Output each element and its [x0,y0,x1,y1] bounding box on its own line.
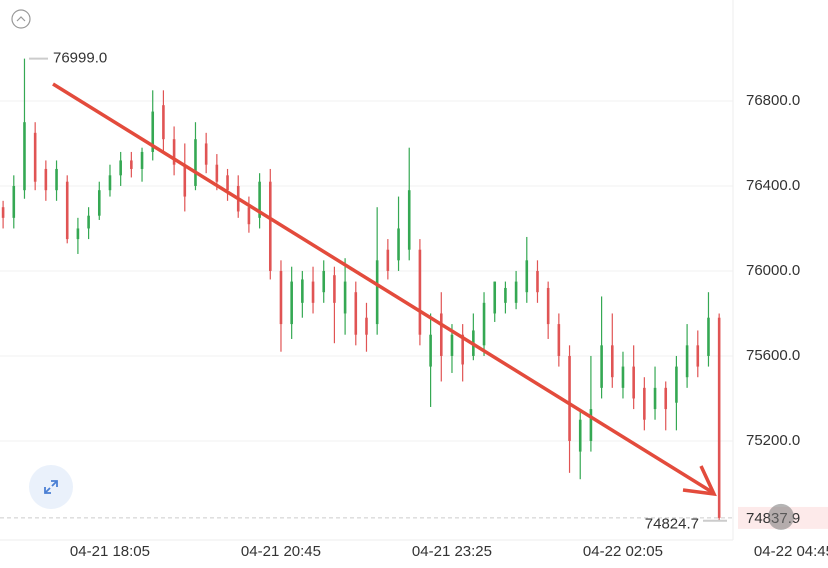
candle-body [493,281,497,314]
candle-body [76,228,80,240]
y-tick-label: 76800.0 [746,92,800,109]
candle-body [429,334,432,367]
x-tick-label: 04-21 23:25 [412,543,492,560]
candle-body [568,355,571,441]
candle-body [140,151,144,169]
candle-body [536,270,539,293]
candle-body [322,270,326,293]
candle-body [33,132,37,182]
candle-body [525,260,529,293]
candle-body [12,185,16,218]
candle-body [301,279,304,303]
x-tick-label: 04-22 04:45 [754,543,828,560]
candle-body [343,281,347,314]
y-tick-label: 75200.0 [746,432,800,449]
candle-body [589,409,593,441]
candle-body [333,275,336,303]
candle-body [685,345,689,378]
candle-body [247,207,251,225]
y-tick-label: 76400.0 [746,177,800,194]
candle-body [354,292,358,335]
candle-body [172,139,176,165]
candle-body [204,143,208,165]
candle-body [482,302,486,346]
scroll-button [768,503,794,530]
candle-body [215,164,219,182]
candle-body [162,105,165,140]
candle-body [183,164,187,197]
candle-body [97,190,101,216]
candle-body [119,160,122,176]
candle-body [578,419,582,452]
candle-body [290,281,293,325]
candle-body [130,160,133,169]
candle-body [450,334,454,356]
candle-body [643,387,646,420]
y-tick-label: 76000.0 [746,262,800,279]
candle-body [375,260,379,325]
candle-body [504,287,507,303]
plot: 75200.0 75600.0 76000.0 76400.0 76800.0 04-21… [0,50,828,560]
candle-body [386,249,390,271]
candle-body [546,287,550,325]
candle-body [1,207,5,218]
candle-body [65,181,69,240]
x-tick-label: 04-21 18:05 [70,543,150,560]
candle-body [151,111,155,152]
candle-body [407,190,411,250]
candle-body [226,175,229,191]
high-marker-label: 76999.0 [53,50,107,67]
candle-body [44,168,48,191]
candle-body [717,317,721,518]
candle-body [610,345,614,378]
candle-body [557,324,561,356]
expand-button[interactable] [29,465,73,509]
candle-body [87,215,90,229]
candle-body [311,281,315,303]
candle-body [279,270,283,325]
candle-body [418,249,422,335]
collapse-button[interactable] [11,9,31,29]
candle-body [653,387,657,410]
candle-body [461,334,464,365]
candle-body [194,139,197,186]
candle-body [439,313,443,356]
candle-body [632,366,635,399]
candle-body [600,345,603,388]
candle-body [23,122,26,191]
low-marker-label: 74824.7 [645,516,699,533]
trend-arrow [52,82,717,497]
x-tick-label: 04-22 02:05 [583,543,663,560]
candle-body [696,345,700,367]
candle-body [514,281,518,303]
candle-body [108,175,112,191]
candle-body [675,366,678,403]
x-tick-label: 04-21 20:45 [241,543,321,560]
candle-body [365,317,368,335]
candle-body [268,181,272,271]
candle-body [664,387,668,410]
candle-body [258,181,261,218]
y-tick-label: 75600.0 [746,347,800,364]
candle-body [707,317,710,356]
candle-body [397,228,400,261]
candle-body [55,168,58,191]
candle-body [621,366,625,388]
